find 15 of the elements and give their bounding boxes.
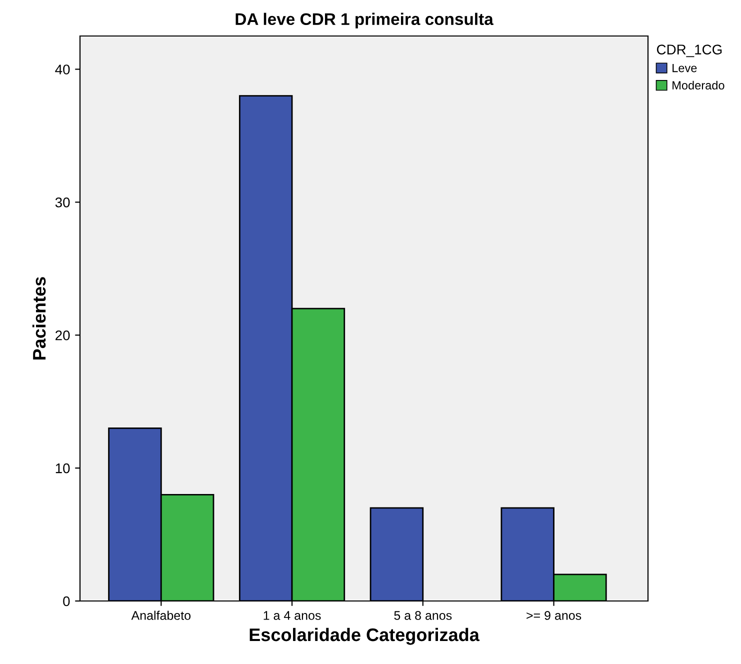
y-tick-label: 30	[55, 198, 70, 208]
x-tick-label: >= 9 anos	[526, 611, 582, 620]
legend-label: Leve	[672, 64, 697, 72]
chart-title: DA leve CDR 1 primeira consulta	[236, 12, 494, 28]
y-tick-label: 0	[63, 596, 70, 606]
x-tick-label: 5 a 8 anos	[394, 611, 452, 620]
legend-label: Moderado	[672, 80, 724, 90]
y-axis-title: Pacientes	[32, 277, 46, 360]
y-tick-label: 20	[56, 330, 70, 340]
x-tick-label: 1 a 4 anos	[264, 611, 321, 620]
legend-title: CDR_1CG	[656, 44, 722, 58]
x-tick-label: Analfabeto	[131, 610, 191, 620]
x-axis-title: Escolaridade Categorizada	[250, 628, 480, 645]
y-tick-label: 40	[55, 64, 70, 74]
y-tick-label: 10	[56, 463, 70, 474]
